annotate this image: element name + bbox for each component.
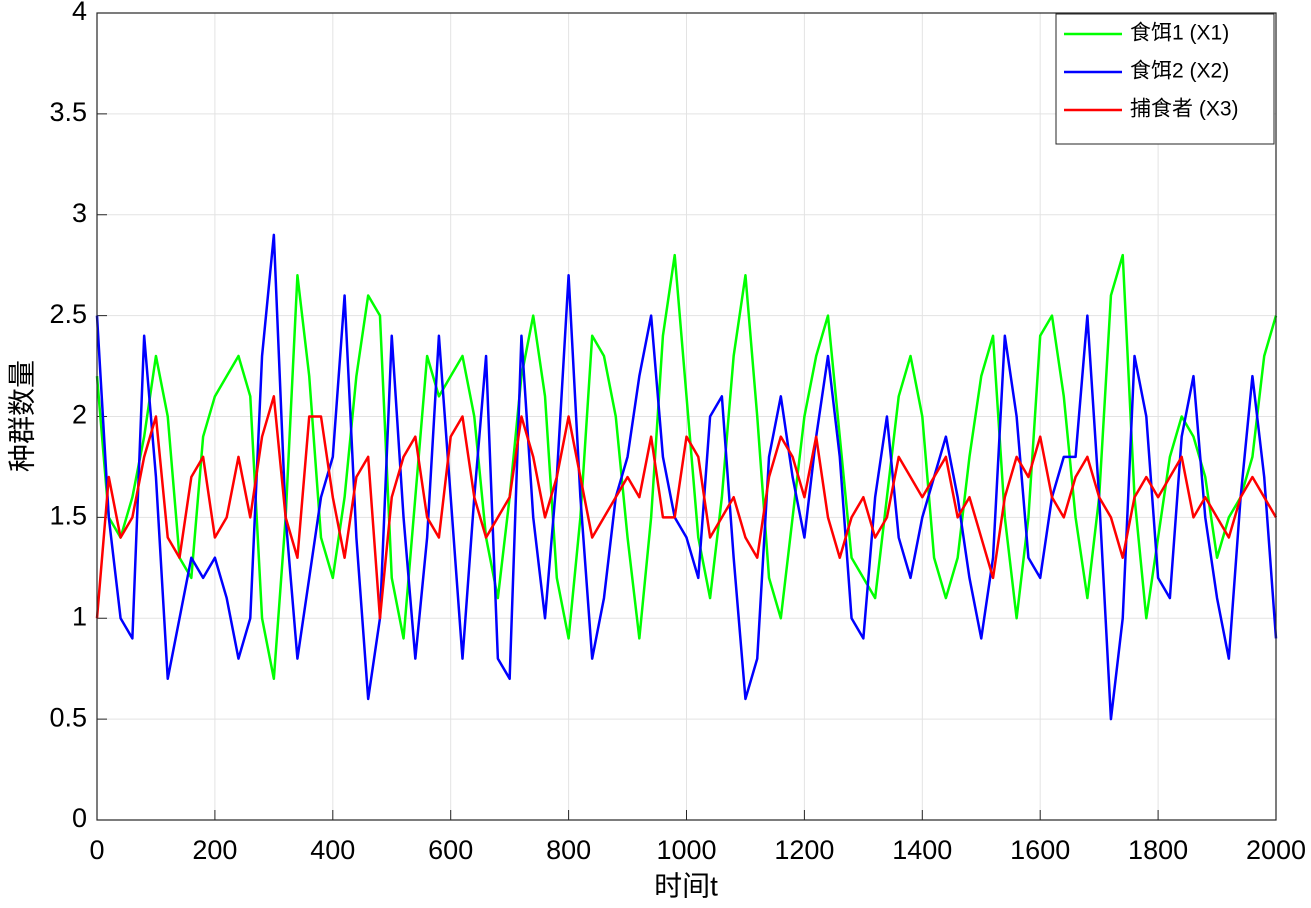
y-tick-label: 2.5 bbox=[49, 299, 87, 329]
legend: 食饵1 (X1) 食饵2 (X2) 捕食者 (X3) bbox=[1055, 13, 1275, 145]
y-tick-label: 3 bbox=[72, 198, 87, 228]
x-tick-label: 1000 bbox=[656, 835, 716, 865]
y-tick-label: 0 bbox=[72, 803, 87, 833]
legend-label: 捕食者 (X3) bbox=[1130, 98, 1239, 121]
y-axis-label: 种群数量 bbox=[6, 360, 37, 472]
x-tick-label: 400 bbox=[310, 835, 355, 865]
x-tick-label: 600 bbox=[428, 835, 473, 865]
legend-box bbox=[1055, 13, 1275, 145]
series-line bbox=[95, 233, 1278, 721]
x-tick-label: 1600 bbox=[1010, 835, 1070, 865]
y-tick-label: 3.5 bbox=[49, 97, 87, 127]
x-tick-label: 0 bbox=[89, 835, 104, 865]
y-tick-label: 1.5 bbox=[49, 501, 87, 531]
x-tick-label: 1800 bbox=[1128, 835, 1188, 865]
x-tick-label: 200 bbox=[192, 835, 237, 865]
series-line bbox=[95, 395, 1278, 620]
y-tick-label: 1 bbox=[72, 601, 87, 631]
legend-label: 食饵1 (X1) bbox=[1130, 22, 1229, 45]
series-line bbox=[95, 253, 1278, 681]
y-tick-label: 0.5 bbox=[49, 702, 87, 732]
x-tick-label: 1200 bbox=[774, 835, 834, 865]
x-tick-label: 800 bbox=[546, 835, 591, 865]
legend-label: 食饵2 (X2) bbox=[1130, 60, 1229, 83]
y-tick-label: 2 bbox=[72, 400, 87, 430]
x-tick-label: 1400 bbox=[892, 835, 952, 865]
axes-box bbox=[96, 12, 1277, 821]
x-axis-label: 时间t bbox=[654, 870, 718, 901]
y-tick-label: 4 bbox=[72, 0, 87, 26]
x-tick-label: 2000 bbox=[1246, 835, 1306, 865]
